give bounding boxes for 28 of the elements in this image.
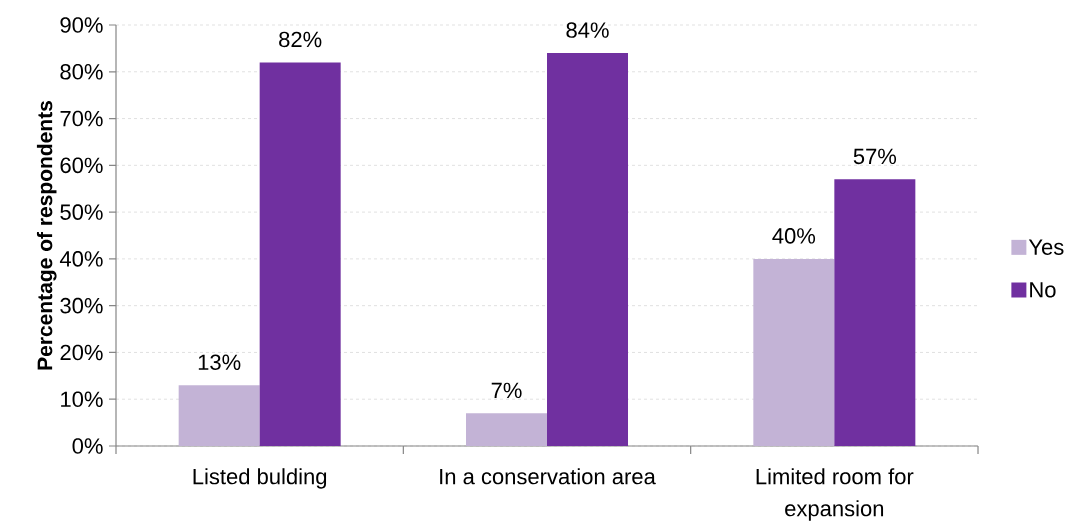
legend-label: Yes [1028,239,1064,255]
y-tick-label: 80% [60,63,103,80]
bar [466,413,548,446]
data-label: 57% [853,148,897,165]
bar [547,53,629,446]
y-tick-label: 20% [60,344,103,361]
legend-label: No [1030,282,1056,298]
bar [259,62,341,446]
data-label: 82% [279,31,322,48]
bar [753,258,835,446]
y-axis-title: Percentage of respondents [36,101,57,370]
y-tick-label: 30% [60,297,103,314]
data-label: 40% [772,228,816,244]
x-tick-label: In a conservation area [440,468,656,485]
y-tick-label: 50% [60,204,103,220]
y-tick-label: 40% [59,251,103,267]
x-tick-label: Limited room for expansion [756,468,914,521]
y-tick-label: 90% [60,17,103,33]
y-tick-label: 0% [72,438,103,454]
x-tick-label: Listed bulding [193,468,327,489]
bar [178,385,260,446]
data-label: 7% [491,382,522,399]
y-tick-label: 70% [60,110,103,127]
bar [834,179,916,446]
y-tick-label: 10% [61,391,103,408]
y-tick-label: 60% [60,157,103,174]
data-label: 13% [198,354,241,370]
data-label: 84% [566,22,609,38]
